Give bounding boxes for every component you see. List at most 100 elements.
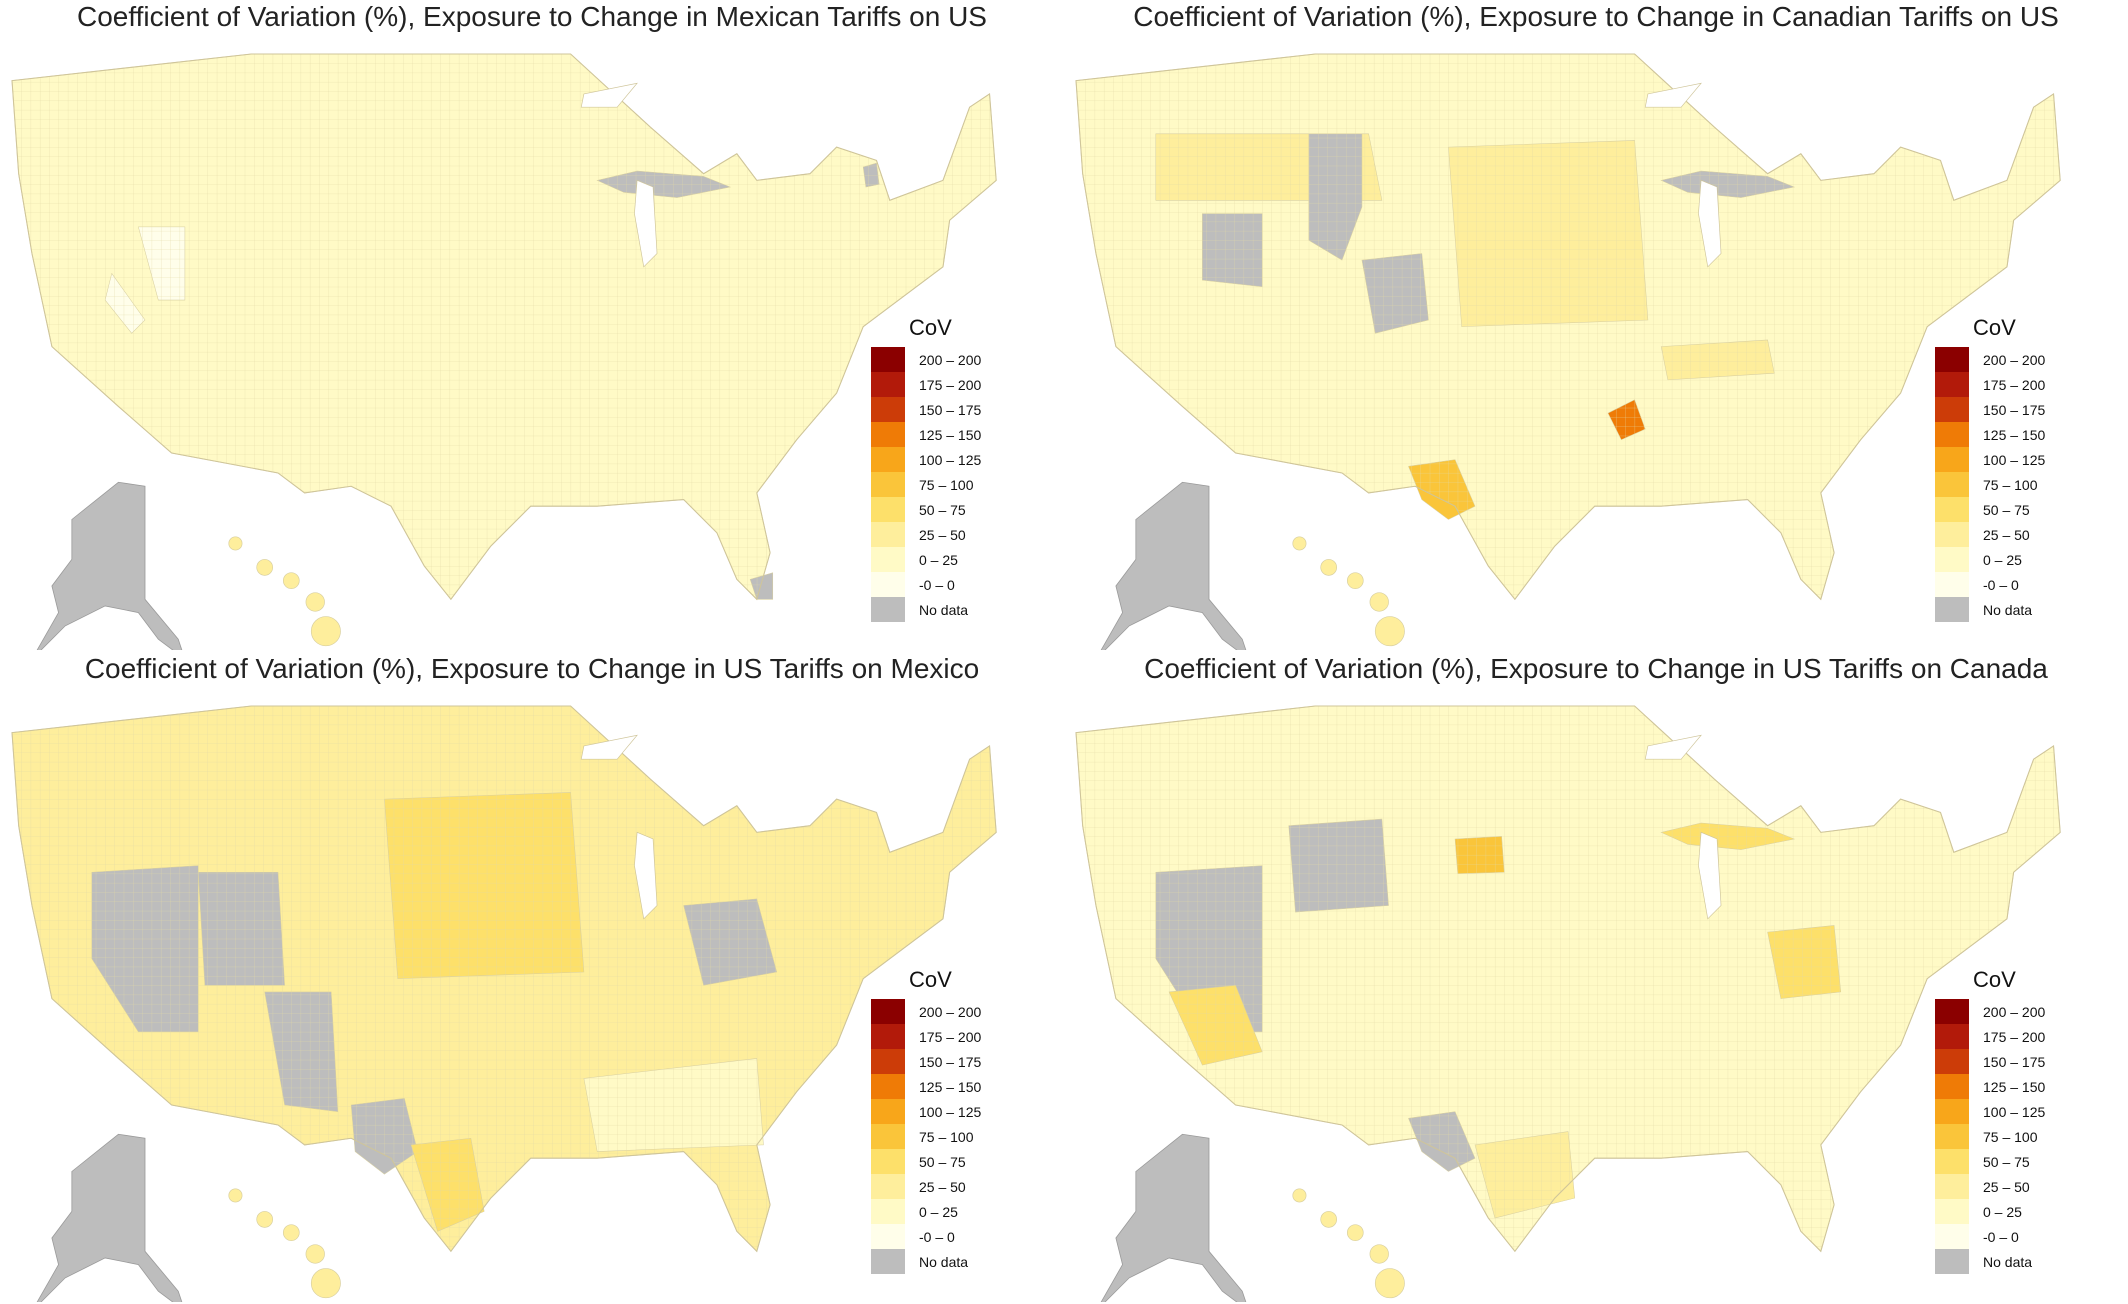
hawaii-island-1: [1292, 536, 1307, 551]
legend-rows: 200 – 200 175 – 200 150 – 175 125 – 150 100 …: [871, 999, 1021, 1274]
legend-title: CoV: [1973, 967, 2016, 992]
legend-item: 25 – 50: [1935, 522, 2085, 547]
legend-label: 0 – 25: [919, 1203, 958, 1220]
legend-label: No data: [1983, 1253, 2033, 1270]
legend-label: 150 – 175: [919, 401, 982, 418]
legend-label: -0 – 0: [1983, 1228, 2019, 1245]
legend-swatch: [1935, 1199, 1969, 1224]
legend-label: -0 – 0: [919, 576, 955, 593]
county-grid: [1075, 705, 2061, 1253]
legend-item: 0 – 25: [871, 1199, 1021, 1224]
legend-label: 150 – 175: [1983, 1053, 2046, 1070]
legend-item: 0 – 25: [871, 547, 1021, 572]
hawaii-island-4: [1369, 592, 1389, 612]
legend-label: 200 – 200: [1983, 1003, 2046, 1020]
legend-label: 175 – 200: [919, 1028, 982, 1045]
legend-swatch: [1935, 1174, 1969, 1199]
legend-swatch: [1935, 1124, 1969, 1149]
legend-swatch: [1935, 1224, 1969, 1249]
alaska: [36, 1133, 183, 1302]
lake-superior: [1644, 82, 1702, 108]
legend-swatch: [871, 1249, 905, 1274]
legend-item: 25 – 50: [1935, 1174, 2085, 1199]
panel-title: Coefficient of Variation (%), Exposure t…: [84, 653, 980, 684]
choropleth-map: [1075, 705, 2061, 1302]
map-panel-us-tariffs-on-canada: Coefficient of Variation (%), Exposure t…: [1064, 652, 2128, 1304]
choropleth-map: [11, 53, 997, 650]
legend-swatch: [871, 1099, 905, 1124]
legend-swatch: [871, 1174, 905, 1199]
legend-item: 25 – 50: [871, 1174, 1021, 1199]
legend-item: 100 – 125: [871, 447, 1021, 472]
lake-superior: [1644, 734, 1702, 760]
legend-label: 125 – 150: [919, 1078, 982, 1095]
legend-item: 175 – 200: [1935, 372, 2085, 397]
lake-michigan: [1698, 831, 1722, 920]
legend-label: 125 – 150: [1983, 426, 2046, 443]
legend-item: 100 – 125: [871, 1099, 1021, 1124]
legend: CoV 200 – 200 175 – 200 150 – 175 125 – 150…: [871, 315, 1021, 622]
legend-swatch: [871, 397, 905, 422]
legend-label: 25 – 50: [1983, 1178, 2030, 1195]
legend-item: 175 – 200: [1935, 1024, 2085, 1049]
legend-item: 150 – 175: [871, 1049, 1021, 1074]
legend-swatch: [871, 1049, 905, 1074]
legend-label: 200 – 200: [919, 351, 982, 368]
hawaii-island-3: [282, 572, 300, 589]
map-panel-us-tariffs-on-mexico: Coefficient of Variation (%), Exposure t…: [0, 652, 1064, 1304]
legend-swatch: [871, 1074, 905, 1099]
legend-label: No data: [919, 601, 969, 618]
legend-label: 0 – 25: [919, 551, 958, 568]
hawaii-island-5: [310, 1268, 341, 1299]
hawaii-island-1: [228, 1188, 243, 1203]
legend-item: No data: [871, 1249, 1021, 1274]
legend-title: CoV: [909, 315, 952, 340]
legend-label: 75 – 100: [1983, 1128, 2038, 1145]
legend-swatch: [1935, 547, 1969, 572]
legend-label: 50 – 75: [919, 1153, 966, 1170]
legend-item: No data: [1935, 1249, 2085, 1274]
legend-item: -0 – 0: [1935, 572, 2085, 597]
legend: CoV 200 – 200 175 – 200 150 – 175 125 – 150…: [871, 967, 1021, 1274]
legend-item: No data: [871, 597, 1021, 622]
legend-label: 200 – 200: [1983, 351, 2046, 368]
legend-swatch: [1935, 397, 1969, 422]
alaska: [1100, 1133, 1247, 1302]
legend-item: 125 – 150: [1935, 1074, 2085, 1099]
legend-swatch: [1935, 1049, 1969, 1074]
hawaii-island-3: [1346, 1224, 1364, 1241]
hawaii-island-2: [1320, 559, 1338, 576]
legend-swatch: [871, 447, 905, 472]
legend-swatch: [871, 1149, 905, 1174]
map-panel-canadian-tariffs-on-us: Coefficient of Variation (%), Exposure t…: [1064, 0, 2128, 652]
legend-rows: 200 – 200 175 – 200 150 – 175 125 – 150 100 …: [1935, 999, 2085, 1274]
legend-swatch: [871, 497, 905, 522]
legend-swatch: [1935, 572, 1969, 597]
legend-swatch: [1935, 497, 1969, 522]
legend-item: 150 – 175: [1935, 397, 2085, 422]
legend-swatch: [871, 597, 905, 622]
legend-swatch: [1935, 347, 1969, 372]
legend-swatch: [871, 1124, 905, 1149]
county-grid: [11, 53, 997, 601]
legend-item: 100 – 125: [1935, 447, 2085, 472]
legend-swatch: [1935, 447, 1969, 472]
legend-label: 100 – 125: [1983, 451, 2046, 468]
legend-title: CoV: [909, 967, 952, 992]
legend-item: 200 – 200: [1935, 347, 2085, 372]
legend-label: 25 – 50: [919, 1178, 966, 1195]
legend-swatch: [1935, 597, 1969, 622]
lake-superior: [580, 82, 638, 108]
legend-swatch: [871, 1024, 905, 1049]
lake-michigan: [634, 831, 658, 920]
legend-item: 25 – 50: [871, 522, 1021, 547]
legend-item: 50 – 75: [871, 1149, 1021, 1174]
legend-label: No data: [1983, 601, 2033, 618]
legend-swatch: [871, 347, 905, 372]
hawaii-island-1: [228, 536, 243, 551]
legend-item: -0 – 0: [1935, 1224, 2085, 1249]
legend-label: 175 – 200: [1983, 1028, 2046, 1045]
hawaii-island-5: [1374, 1268, 1405, 1299]
legend-swatch: [1935, 1149, 1969, 1174]
legend-swatch: [1935, 1249, 1969, 1274]
